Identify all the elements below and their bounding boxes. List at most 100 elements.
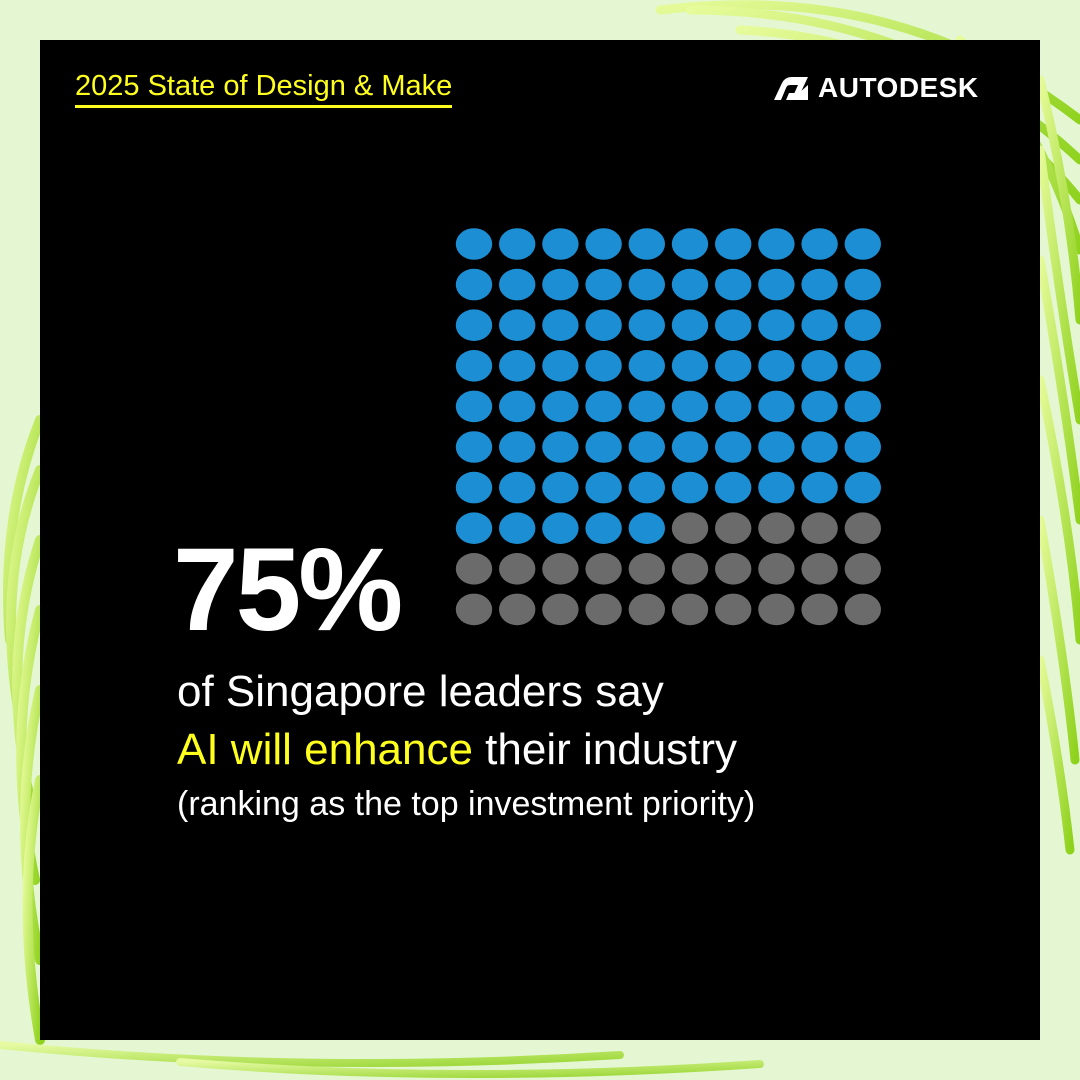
waffle-dot-filled xyxy=(628,350,665,382)
waffle-dot-filled xyxy=(542,390,579,423)
waffle-dot-filled xyxy=(671,390,709,423)
waffle-dot-filled xyxy=(758,431,795,463)
waffle-dot-filled xyxy=(671,431,709,463)
waffle-dot-filled xyxy=(758,268,795,301)
waffle-dot-filled xyxy=(758,228,795,260)
stat-caption-highlight: AI will enhance xyxy=(177,725,473,774)
stat-value: 75% xyxy=(173,524,403,656)
waffle-dot-filled xyxy=(801,309,838,341)
waffle-dot-filled xyxy=(628,268,665,301)
autodesk-logo-icon xyxy=(774,77,808,100)
waffle-dot-empty xyxy=(758,553,795,585)
waffle-dot-filled xyxy=(801,390,838,423)
waffle-dot-filled xyxy=(844,228,881,260)
waffle-dot-filled xyxy=(671,268,709,301)
waffle-dot-filled xyxy=(628,228,665,260)
waffle-dot-empty xyxy=(455,553,493,585)
waffle-dot-filled xyxy=(585,390,622,423)
waffle-dot-filled xyxy=(499,512,536,544)
waffle-dot-empty xyxy=(844,512,881,544)
green-ribbon-bottom xyxy=(0,1041,764,1079)
waffle-dot-empty xyxy=(758,512,795,544)
waffle-dot-empty xyxy=(671,553,709,585)
waffle-dot-empty xyxy=(715,512,752,544)
waffle-dot-filled xyxy=(585,309,622,341)
waffle-dot-filled xyxy=(542,268,579,301)
waffle-dot-filled xyxy=(801,268,838,301)
waffle-dot-filled xyxy=(671,471,709,504)
waffle-dot-empty xyxy=(715,553,752,585)
waffle-dot-empty xyxy=(499,553,536,585)
waffle-dot-empty xyxy=(671,593,709,626)
report-title: 2025 State of Design & Make xyxy=(75,68,453,108)
waffle-dot-filled xyxy=(628,390,665,423)
waffle-dot-filled xyxy=(455,228,493,260)
waffle-dot-filled xyxy=(671,309,709,341)
waffle-dot-filled xyxy=(499,471,536,504)
waffle-dot-filled xyxy=(671,350,709,382)
waffle-dot-empty xyxy=(801,593,838,626)
green-ribbon-left xyxy=(3,415,45,1045)
stat-caption-line-1: of Singapore leaders say xyxy=(177,667,664,716)
waffle-dot-filled xyxy=(542,350,579,382)
waffle-dot-filled xyxy=(542,309,579,341)
waffle-dot-filled xyxy=(499,431,536,463)
waffle-dot-filled xyxy=(715,471,752,504)
waffle-dot-empty xyxy=(585,593,622,626)
waffle-dot-empty xyxy=(844,593,881,626)
waffle-dot-filled xyxy=(801,350,838,382)
waffle-dot-filled xyxy=(715,350,752,382)
waffle-dot-empty xyxy=(628,553,665,585)
waffle-dot-filled xyxy=(801,228,838,260)
waffle-dot-filled xyxy=(455,350,493,382)
waffle-dot-filled xyxy=(671,228,709,260)
waffle-dot-filled xyxy=(758,390,795,423)
waffle-dot-filled xyxy=(455,431,493,463)
waffle-dot-filled xyxy=(585,471,622,504)
waffle-dot-filled xyxy=(455,309,493,341)
waffle-dot-filled xyxy=(844,268,881,301)
waffle-dot-filled xyxy=(758,309,795,341)
autodesk-logo[interactable]: AUTODESK xyxy=(774,70,979,106)
waffle-dot-filled xyxy=(542,431,579,463)
waffle-dot-filled xyxy=(715,268,752,301)
waffle-dot-filled xyxy=(715,228,752,260)
waffle-dot-filled xyxy=(585,350,622,382)
waffle-dot-filled xyxy=(628,471,665,504)
waffle-dot-filled xyxy=(628,309,665,341)
waffle-dot-filled xyxy=(844,309,881,341)
waffle-dot-filled xyxy=(542,512,579,544)
waffle-dot-empty xyxy=(628,593,665,626)
waffle-dot-filled xyxy=(499,390,536,423)
waffle-dot-filled xyxy=(628,431,665,463)
waffle-dot-filled xyxy=(585,431,622,463)
stat-caption-line-3: (ranking as the top investment priority) xyxy=(177,785,756,823)
waffle-dot-filled xyxy=(585,268,622,301)
waffle-dot-filled xyxy=(585,228,622,260)
waffle-dot-filled xyxy=(499,309,536,341)
waffle-dot-filled xyxy=(455,471,493,504)
waffle-dot-filled xyxy=(801,471,838,504)
waffle-dot-empty xyxy=(715,593,752,626)
waffle-dot-empty xyxy=(844,553,881,585)
waffle-dot-filled xyxy=(628,512,665,544)
brand-name: AUTODESK xyxy=(818,72,979,103)
waffle-dot-filled xyxy=(499,228,536,260)
waffle-dot-empty xyxy=(455,593,493,626)
waffle-dot-empty xyxy=(585,553,622,585)
infographic-panel: 2025 State of Design & Make AUTODESK 75%… xyxy=(40,40,1040,1040)
waffle-dot-filled xyxy=(455,268,493,301)
waffle-dot-filled xyxy=(758,350,795,382)
waffle-dot-filled xyxy=(758,471,795,504)
waffle-dot-filled xyxy=(715,390,752,423)
waffle-dot-filled xyxy=(585,512,622,544)
waffle-dot-filled xyxy=(542,471,579,504)
waffle-dot-empty xyxy=(801,553,838,585)
waffle-dot-filled xyxy=(844,350,881,382)
waffle-dot-filled xyxy=(801,431,838,463)
waffle-dot-empty xyxy=(542,553,579,585)
waffle-dot-empty xyxy=(499,593,536,626)
waffle-dot-filled xyxy=(455,512,493,544)
waffle-dot-filled xyxy=(542,228,579,260)
waffle-dot-filled xyxy=(715,431,752,463)
